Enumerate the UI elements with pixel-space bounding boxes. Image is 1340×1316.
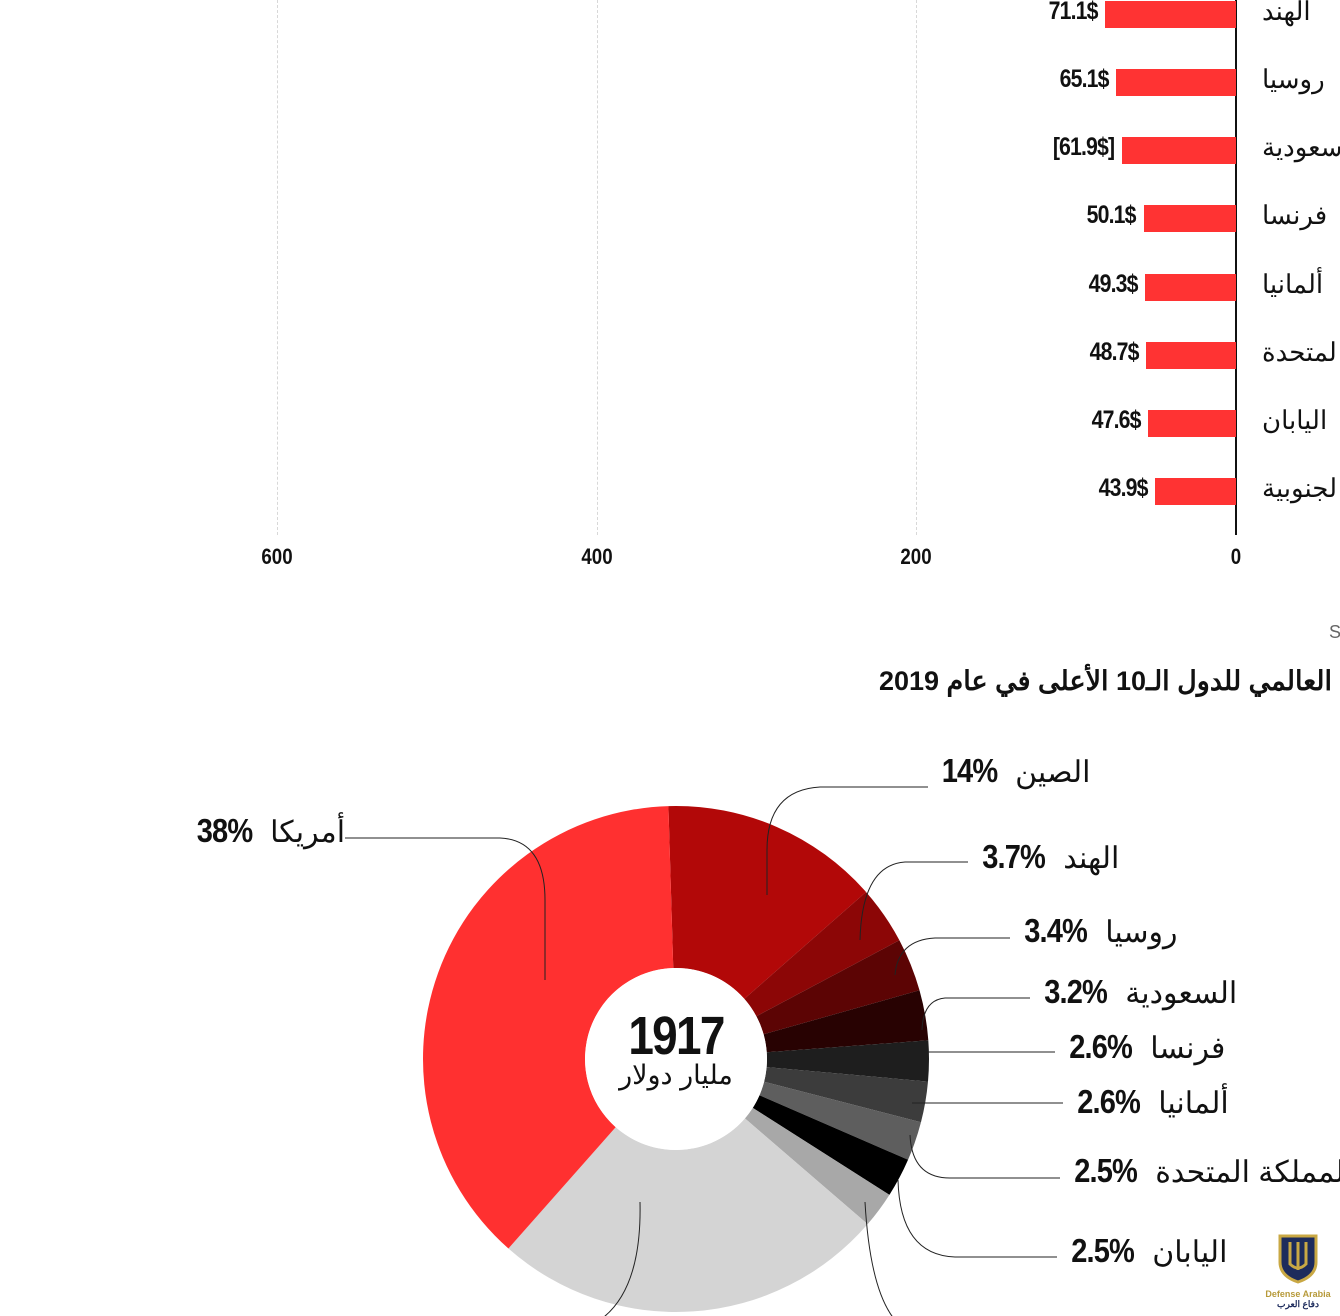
bar-value-label: 48.7$ bbox=[1089, 338, 1139, 366]
bar-category-label: لمتحدة bbox=[1262, 337, 1337, 367]
donut-slice-6 bbox=[759, 1081, 921, 1160]
pie-label: 2.6% فرنسا bbox=[1065, 1028, 1225, 1066]
x-tick-label: 600 bbox=[261, 544, 293, 569]
bar-value-label: 43.9$ bbox=[1098, 474, 1148, 502]
x-tick-label: 200 bbox=[900, 544, 932, 569]
pie-label-country: الهند bbox=[1063, 842, 1120, 875]
pie-label-percent: 2.5% bbox=[1071, 1232, 1135, 1269]
leader-line bbox=[897, 1179, 1057, 1258]
source-fragment: S bbox=[1329, 622, 1340, 642]
donut-slice-0 bbox=[668, 806, 867, 999]
donut-slice-7 bbox=[752, 1095, 909, 1195]
leader-line bbox=[909, 1134, 1060, 1179]
donut-slice-4 bbox=[766, 1040, 929, 1082]
x-tick-label: 400 bbox=[581, 544, 613, 569]
pie-label: 38% أمريكا bbox=[193, 812, 345, 850]
pie-label-percent: 2.6% bbox=[1077, 1083, 1141, 1120]
bar-category-label: سعودية bbox=[1262, 132, 1340, 162]
leader-line bbox=[766, 786, 928, 895]
bar-category-label: روسيا bbox=[1262, 64, 1325, 94]
logo-text-en: Defense Arabia bbox=[1265, 1289, 1331, 1299]
pie-label: 2.6% ألمانيا bbox=[1073, 1083, 1229, 1121]
bar-category-label: لجنوبية bbox=[1262, 473, 1338, 503]
pie-label-country: أمريكا bbox=[270, 816, 346, 849]
pie-label-country: اليابان bbox=[1152, 1236, 1228, 1269]
pie-label-percent: 3.7% bbox=[982, 838, 1046, 875]
bar-category-label: اليابان bbox=[1262, 405, 1328, 435]
pie-label: 2.5% المملكة المتحدة bbox=[1070, 1152, 1340, 1190]
bar-0 bbox=[1105, 1, 1236, 28]
bar-value-label: [61.9$] bbox=[1052, 133, 1115, 161]
logo-text-ar: دفاع العرب bbox=[1277, 1299, 1319, 1309]
pie-label-country: روسيا bbox=[1105, 916, 1178, 949]
bar-7 bbox=[1155, 478, 1236, 505]
bar-5 bbox=[1146, 342, 1236, 369]
pie-label: 2.5% اليابان bbox=[1067, 1232, 1227, 1270]
donut-slice-10 bbox=[422, 806, 674, 1249]
pie-label: 3.2% السعودية bbox=[1040, 973, 1237, 1011]
donut-slice-3 bbox=[763, 990, 929, 1053]
leader-line bbox=[864, 1201, 893, 1316]
pie-label-percent: 2.5% bbox=[1074, 1152, 1138, 1189]
donut-slice-9 bbox=[508, 1118, 868, 1312]
donut-hole bbox=[585, 968, 767, 1150]
bar-1 bbox=[1116, 69, 1236, 96]
bar-2 bbox=[1122, 137, 1236, 164]
leader-line bbox=[345, 837, 546, 980]
bar-value-label: 50.1$ bbox=[1086, 201, 1137, 229]
leader-line bbox=[921, 997, 1030, 1031]
leader-line bbox=[894, 937, 1010, 976]
pie-label: 14% الصين bbox=[938, 752, 1091, 790]
bar-value-label: 49.3$ bbox=[1088, 270, 1138, 298]
gridline-400 bbox=[597, 0, 598, 535]
donut-slice-5 bbox=[764, 1067, 928, 1123]
shield-logo-icon bbox=[1278, 1234, 1318, 1284]
donut-slice-8 bbox=[744, 1107, 890, 1225]
x-tick-label: 0 bbox=[1230, 544, 1242, 569]
bar-value-label: 71.1$ bbox=[1048, 0, 1098, 25]
pie-label-country: الصين bbox=[1015, 756, 1091, 789]
pie-label-percent: 38% bbox=[196, 812, 253, 849]
donut-center-unit: مليار دولار bbox=[619, 1060, 733, 1090]
pie-label-percent: 3.4% bbox=[1024, 912, 1088, 949]
bar-category-label: الهند bbox=[1262, 0, 1311, 26]
donut-slice-2 bbox=[756, 940, 920, 1035]
pie-label: 3.7% الهند bbox=[978, 838, 1119, 876]
pie-label-percent: 3.2% bbox=[1044, 973, 1108, 1010]
bar-category-label: فرنسا bbox=[1262, 200, 1328, 230]
pie-label-country: ألمانيا bbox=[1158, 1087, 1229, 1120]
pie-chart-title: العالمي للدول الـ10 الأعلى في عام 2019 bbox=[878, 666, 1332, 696]
leader-line bbox=[604, 1201, 641, 1316]
gridline-200 bbox=[916, 0, 917, 535]
gridline-600 bbox=[277, 0, 278, 535]
bar-value-label: 65.1$ bbox=[1059, 65, 1109, 93]
pie-label-percent: 2.6% bbox=[1069, 1028, 1133, 1065]
pie-label: 3.4% روسيا bbox=[1020, 912, 1178, 950]
pie-label-country: فرنسا bbox=[1150, 1032, 1226, 1065]
bar-value-label: 47.6$ bbox=[1091, 406, 1141, 434]
leader-line bbox=[859, 861, 968, 941]
zero-axis-line bbox=[1235, 0, 1237, 535]
bar-4 bbox=[1145, 274, 1236, 301]
pie-label-country: المملكة المتحدة bbox=[1155, 1156, 1340, 1189]
defense-arabia-logo: Defense Arabia دفاع العرب bbox=[1262, 1232, 1334, 1310]
pie-label-country: السعودية bbox=[1125, 977, 1238, 1010]
bar-3 bbox=[1143, 205, 1236, 232]
donut-center-total: 1917 bbox=[628, 1006, 725, 1066]
bar-category-label: ألمانيا bbox=[1262, 269, 1324, 299]
bar-6 bbox=[1148, 410, 1236, 437]
pie-label-percent: 14% bbox=[941, 752, 998, 789]
